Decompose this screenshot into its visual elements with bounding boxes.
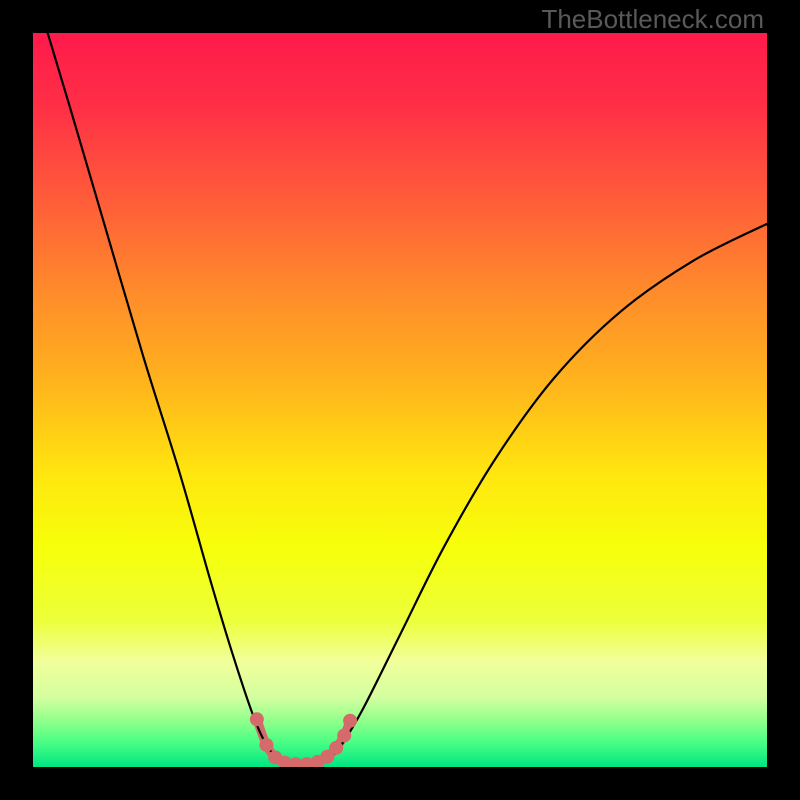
valley-marker [337,728,351,742]
valley-marker [329,741,343,755]
watermark-text: TheBottleneck.com [541,4,764,35]
gradient-background [33,33,767,767]
valley-marker [259,738,273,752]
valley-marker [343,714,357,728]
valley-marker [250,712,264,726]
bottleneck-curve-chart [0,0,800,800]
chart-frame: TheBottleneck.com [0,0,800,800]
